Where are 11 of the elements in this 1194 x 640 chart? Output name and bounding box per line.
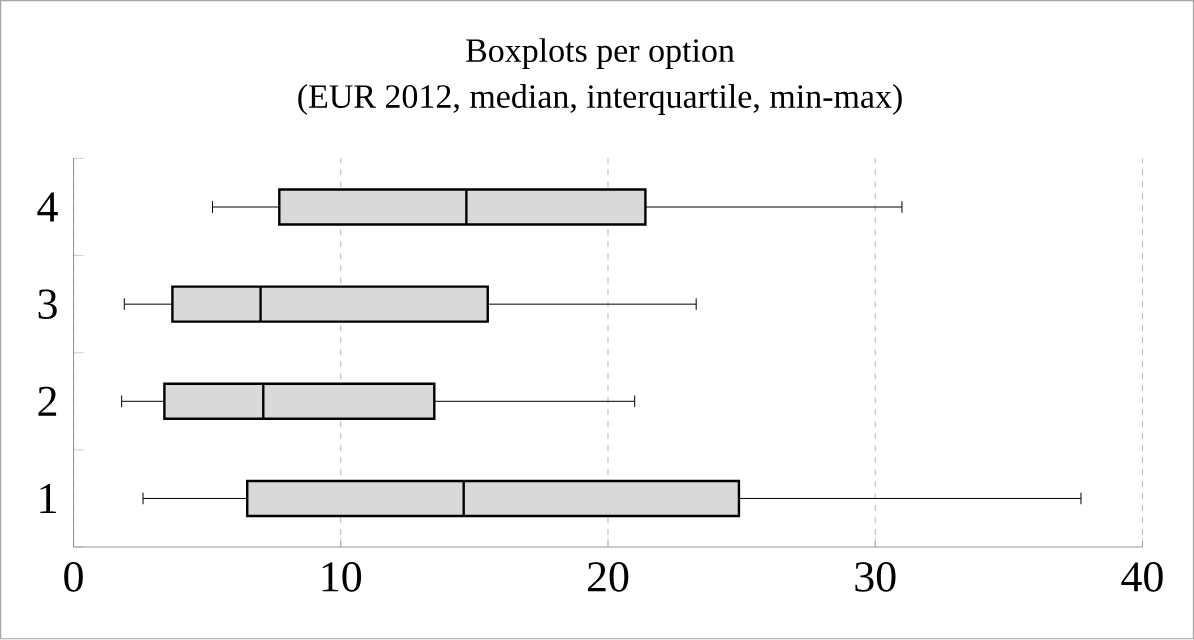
chart-title: Boxplots per option bbox=[466, 38, 735, 70]
x-tick-label: 30 bbox=[855, 562, 896, 592]
x-tick-label: 10 bbox=[322, 562, 362, 592]
chart-subtitle: (EUR 2012, median, interquartile, min-max) bbox=[298, 84, 902, 116]
y-tick-label: 3 bbox=[38, 289, 57, 320]
y-tick-label: 1 bbox=[40, 484, 56, 514]
y-tick-label: 4 bbox=[37, 192, 58, 222]
x-tick-label: 40 bbox=[1121, 562, 1163, 592]
y-tick-label: 2 bbox=[38, 386, 57, 417]
x-tick-label: 0 bbox=[64, 562, 83, 592]
x-tick-label: 20 bbox=[587, 562, 629, 592]
